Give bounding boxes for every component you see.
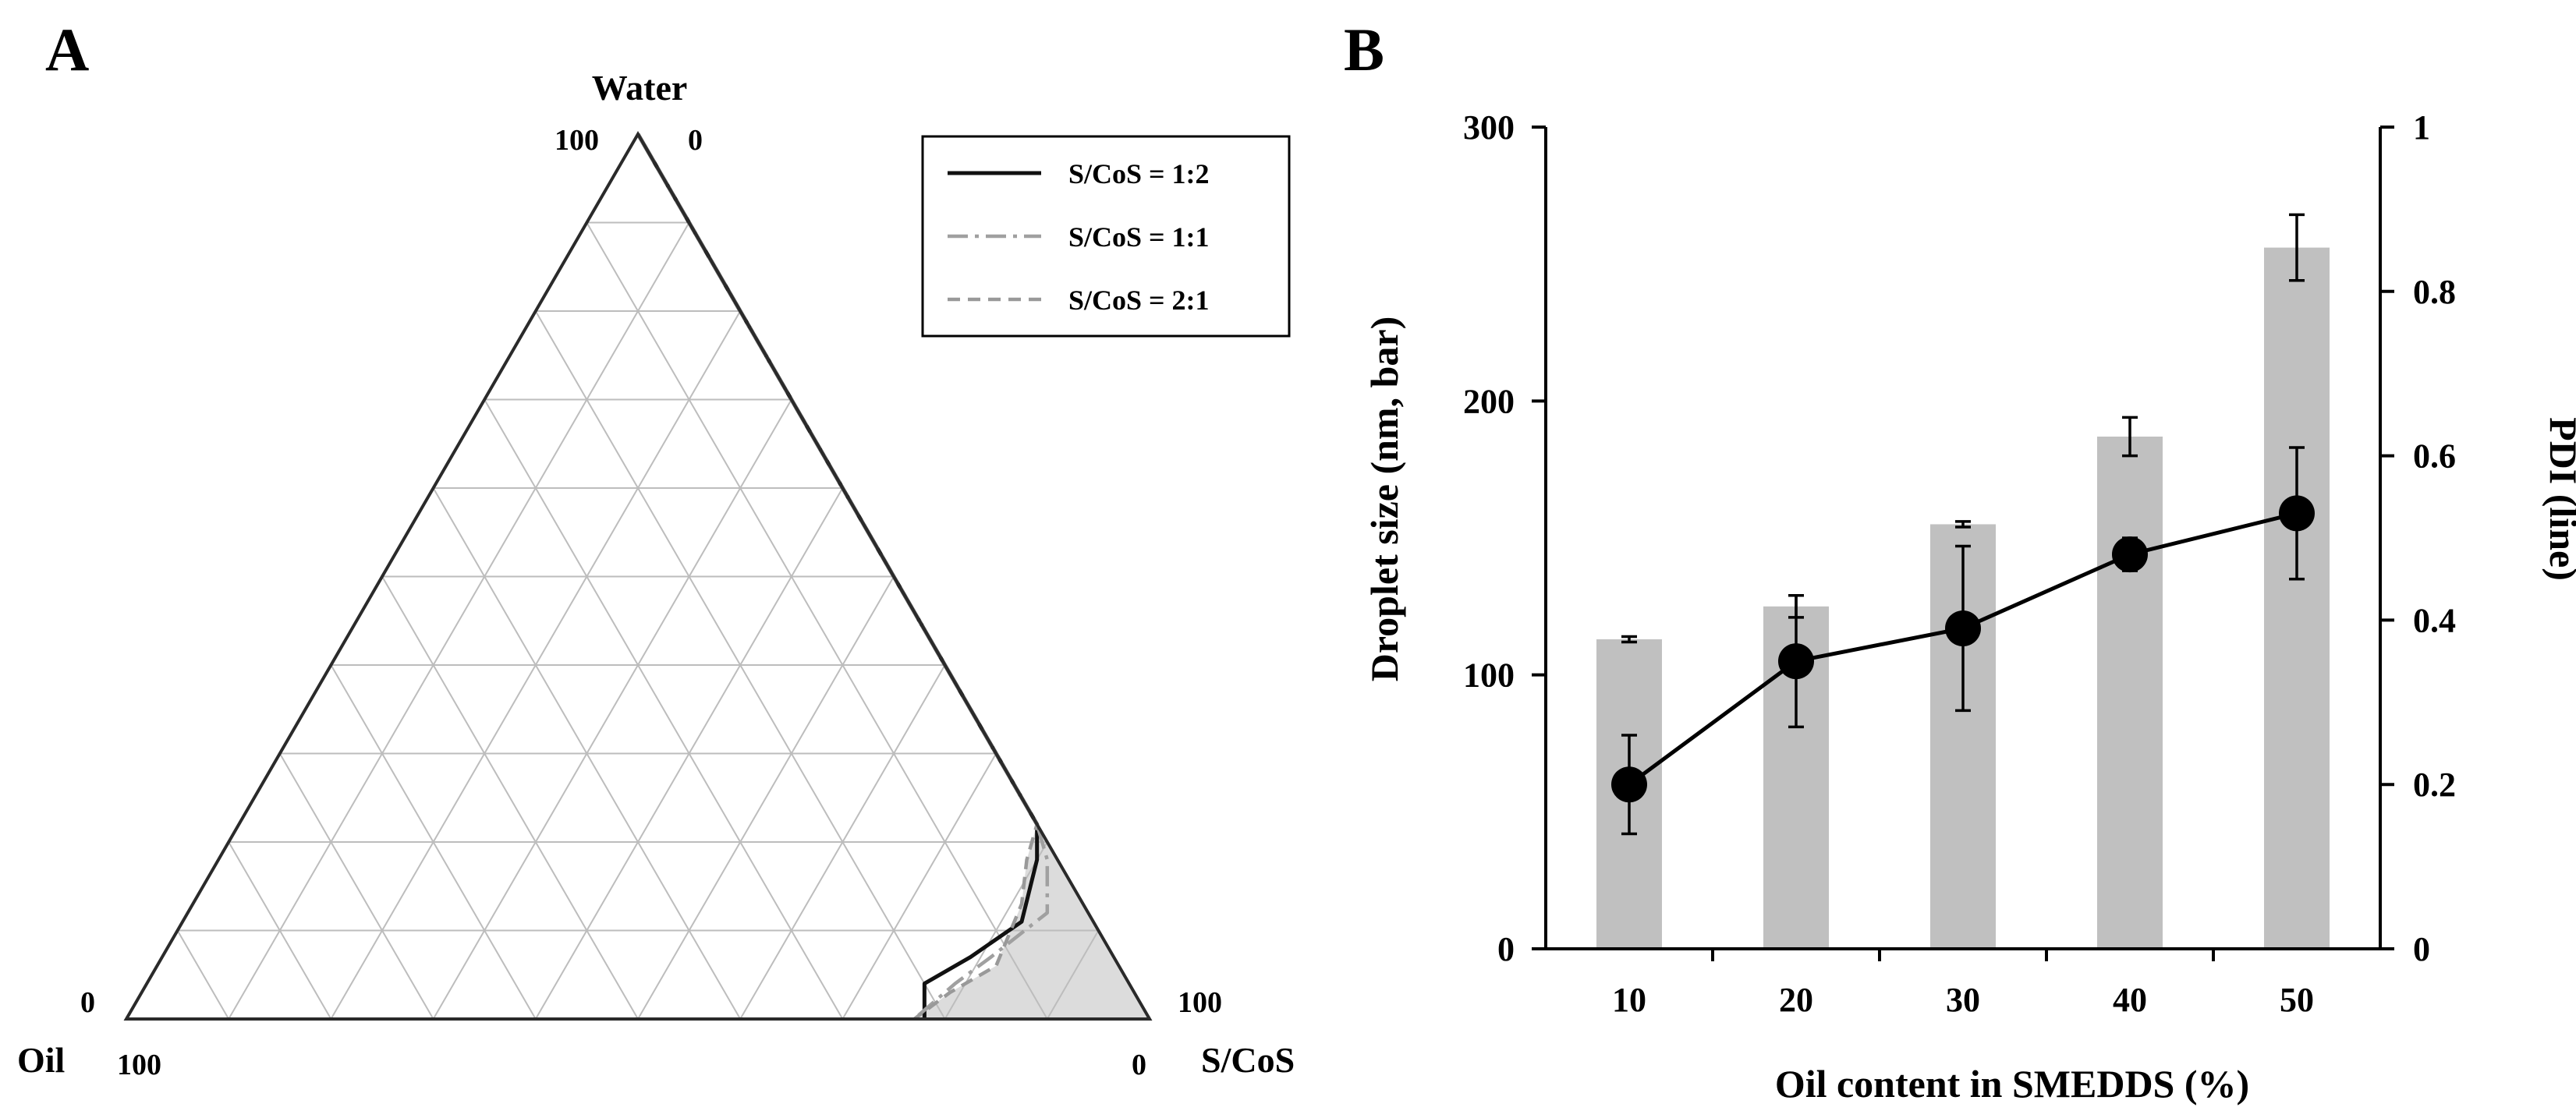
legend-label-2-1: S/CoS = 2:1 (1068, 285, 1210, 316)
grid-line-oil (381, 575, 639, 1020)
grid-line-oil (176, 929, 230, 1020)
pdi-point-50 (2279, 495, 2315, 532)
ternary-diagram: A Water Oil S/CoS 100 0 0 100 100 0 S/Co… (17, 16, 1295, 1081)
right-tick-label: 1 (2413, 108, 2430, 147)
x-tick-label: 40 (2113, 981, 2147, 1019)
droplet-size-pdi-chart: B 0 100 200 300 0 0.2 0.4 0.6 0.8 1 10 20 30 40 50 O… (1344, 16, 2576, 1106)
grid-line-scos (739, 664, 946, 1020)
right-tick-label: 0.8 (2413, 273, 2456, 311)
x-axis-title: Oil content in SMEDDS (%) (1775, 1062, 2249, 1106)
legend-box (921, 135, 1291, 338)
tick-label-scos-0: 0 (1132, 1049, 1146, 1081)
vertex-label-oil: Oil (17, 1040, 65, 1080)
right-tick-label: 0 (2413, 930, 2430, 968)
legend-label-1-1: S/CoS = 1:1 (1068, 221, 1210, 253)
right-tick-label: 0.2 (2413, 766, 2456, 804)
x-tick-label: 30 (1946, 981, 1980, 1019)
pdi-point-10 (1611, 766, 1647, 803)
left-axis-title: Droplet size (nm, bar) (1362, 317, 1406, 681)
grid-line-scos (842, 752, 997, 1020)
vertex-label-scos: S/CoS (1201, 1040, 1295, 1080)
grid-line-oil (228, 841, 332, 1020)
pdi-point-40 (2112, 536, 2148, 573)
grid-line-scos (637, 575, 895, 1020)
pdi-point-20 (1778, 643, 1814, 680)
grid-line-oil (586, 221, 1048, 1020)
grid-line-scos (1046, 929, 1100, 1020)
grid-line-oil (484, 398, 844, 1020)
tick-label-oil-100: 100 (117, 1049, 161, 1081)
tick-label-oil-0: 0 (80, 986, 95, 1019)
panel-label-a: A (45, 16, 89, 83)
left-tick-label: 300 (1463, 108, 1515, 147)
right-tick-label: 0.4 (2413, 601, 2456, 639)
bar-50 (2264, 247, 2330, 949)
grid-line-scos (432, 398, 792, 1020)
legend: S/CoS = 1:2 S/CoS = 1:1 S/CoS = 2:1 (921, 135, 1291, 338)
legend-label-1-2: S/CoS = 1:2 (1068, 158, 1210, 189)
pdi-point-30 (1945, 610, 1981, 646)
left-tick-label: 0 (1497, 930, 1515, 968)
left-tick-label: 100 (1463, 656, 1515, 695)
grid-line-oil (330, 664, 537, 1020)
triangle-frame (123, 131, 1153, 1021)
vertex-label-water: Water (592, 68, 688, 108)
left-tick-label: 200 (1463, 382, 1515, 420)
right-axis-title: PDI (line) (2542, 417, 2576, 581)
grid-line-oil (278, 752, 434, 1020)
x-tick-label: 50 (2280, 981, 2314, 1019)
panel-label-b: B (1344, 16, 1384, 83)
grid-line-scos (228, 221, 690, 1020)
tick-label-water-0: 0 (688, 124, 703, 157)
grid-line-scos (944, 841, 1048, 1020)
ternary-curve-2 (636, 133, 1050, 1021)
x-tick-label: 10 (1612, 981, 1646, 1019)
tick-label-scos-100: 100 (1178, 986, 1222, 1019)
tick-label-water-100: 100 (555, 124, 599, 157)
right-tick-label: 0.6 (2413, 437, 2456, 476)
x-tick-label: 20 (1779, 981, 1813, 1019)
bar-40 (2097, 437, 2163, 949)
